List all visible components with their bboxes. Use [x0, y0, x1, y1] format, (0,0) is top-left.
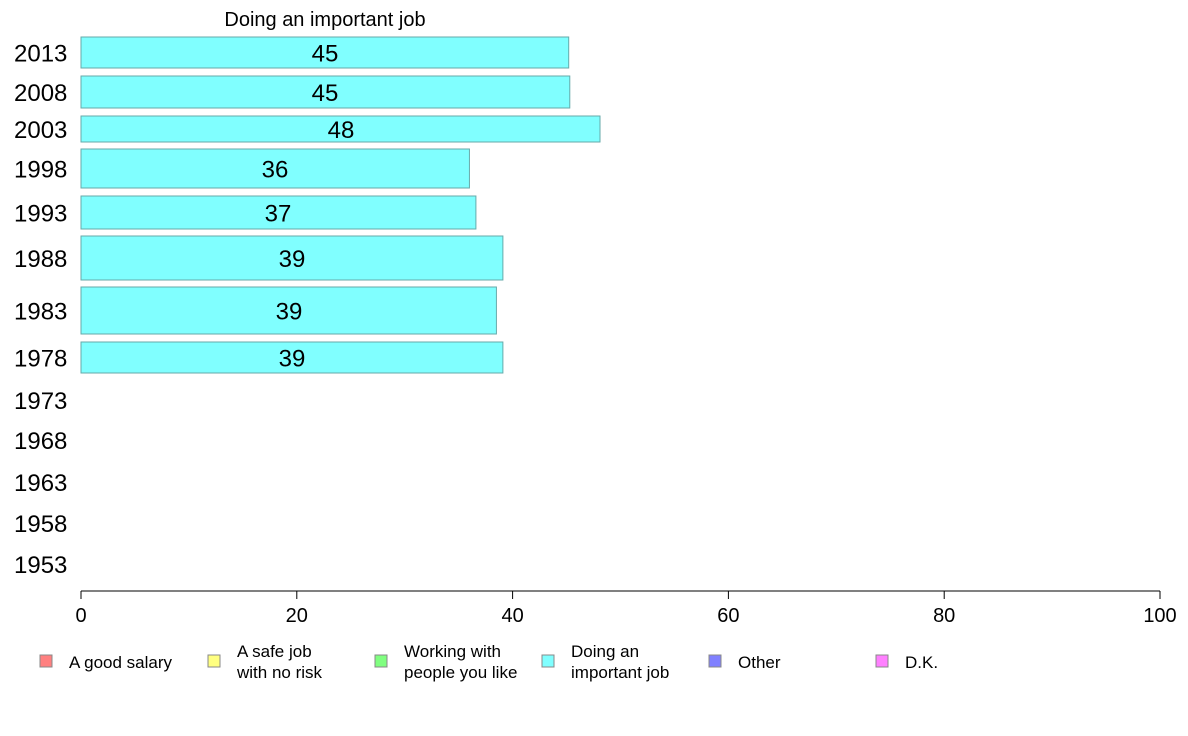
bar-2008 [80, 75, 571, 109]
legend-swatch-a-good-salary [39, 654, 53, 668]
year-label-1983: 1983 [14, 299, 67, 326]
legend-label-a-safe-job-with-no-risk-line-2: with no risk [236, 663, 323, 682]
legend-swatch-working-with-people-you-like [374, 654, 388, 668]
bar-label-1998: 36 [262, 157, 289, 184]
x-axis: 0 20 40 60 80 100 [75, 590, 1177, 627]
bar-label-1978: 39 [279, 346, 306, 373]
year-label-1978: 1978 [14, 346, 67, 373]
bar-label-1988: 39 [279, 246, 306, 273]
bar-1988 [80, 235, 504, 281]
chart-title: Doing an important job [224, 9, 425, 31]
x-tick-label-60: 60 [717, 605, 739, 627]
legend: A good salary A safe job with no risk Worki… [39, 642, 938, 682]
legend-swatch-other [708, 654, 722, 668]
legend-label-other: Other [738, 653, 781, 672]
year-label-2008: 2008 [14, 80, 67, 107]
legend-label-working-with-people-you-like-line-2: people you like [404, 663, 517, 682]
x-tick-label-80: 80 [933, 605, 955, 627]
legend-swatch-d-k [875, 654, 889, 668]
year-label-2013: 2013 [14, 41, 67, 68]
bar-1978 [80, 341, 504, 374]
bar-2003 [80, 115, 601, 143]
year-label-1958: 1958 [14, 511, 67, 538]
x-tick-label-40: 40 [501, 605, 523, 627]
bar-1983 [80, 286, 497, 335]
year-label-1968: 1968 [14, 428, 67, 455]
legend-label-a-safe-job-with-no-risk-line-1: A safe job [237, 642, 312, 661]
legend-swatch-doing-an-important-job [541, 654, 555, 668]
legend-label-doing-an-important-job-line-2: important job [571, 663, 669, 682]
legend-label-a-good-salary: A good salary [69, 653, 173, 672]
year-label-1963: 1963 [14, 470, 67, 497]
year-label-1973: 1973 [14, 388, 67, 415]
x-tick-label-20: 20 [286, 605, 308, 627]
legend-label-doing-an-important-job-line-1: Doing an [571, 642, 639, 661]
bar-1993 [80, 195, 477, 230]
bar-2013 [80, 36, 570, 69]
year-label-1953: 1953 [14, 552, 67, 579]
bar-label-2003: 48 [328, 117, 355, 144]
bar-label-1983: 39 [276, 299, 303, 326]
legend-label-d-k: D.K. [905, 653, 938, 672]
year-label-1993: 1993 [14, 201, 67, 228]
year-labels-group: 2013 2008 2003 1998 1993 1988 1983 1978 1973 1968… [14, 41, 67, 580]
bar-label-2013: 45 [312, 41, 339, 68]
x-tick-label-0: 0 [75, 605, 86, 627]
year-label-1998: 1998 [14, 157, 67, 184]
bar-label-2008: 45 [312, 80, 339, 107]
bar-label-1993: 37 [265, 201, 292, 228]
legend-swatch-a-safe-job-with-no-risk [207, 654, 221, 668]
year-label-2003: 2003 [14, 117, 67, 144]
legend-label-working-with-people-you-like-line-1: Working with [404, 642, 501, 661]
year-label-1988: 1988 [14, 246, 67, 273]
bar-1998 [80, 148, 470, 189]
bars-group: 45 45 48 36 37 39 39 39 [80, 36, 601, 374]
x-tick-label-100: 100 [1143, 605, 1176, 627]
